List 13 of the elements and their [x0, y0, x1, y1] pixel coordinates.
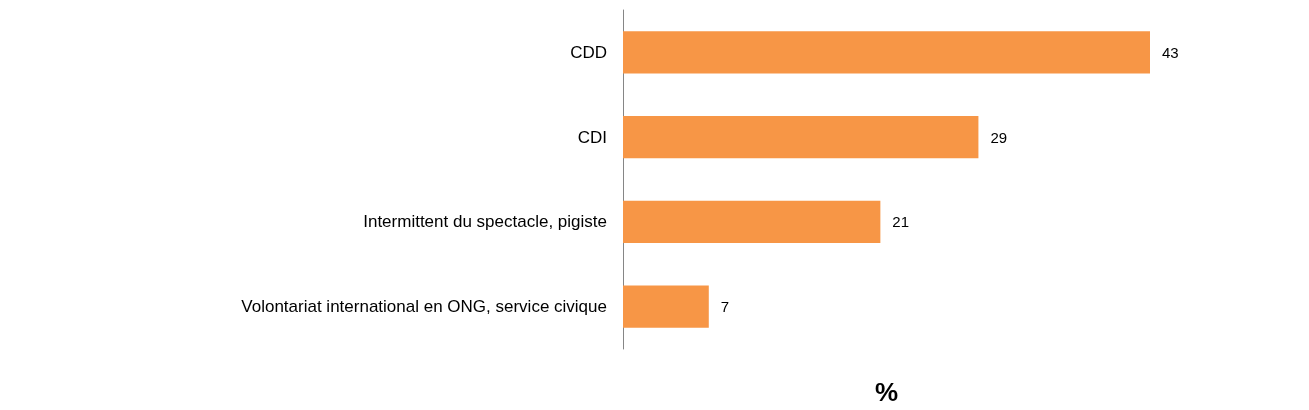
bar — [623, 200, 881, 244]
bar — [623, 115, 979, 159]
y-tick-label: CDD — [570, 42, 607, 62]
y-tick-label: Intermittent du spectacle, pigiste — [363, 212, 607, 232]
bar — [623, 285, 709, 328]
y-tick-label: Volontariat international en ONG, service civique — [241, 297, 607, 317]
data-label: 21 — [892, 213, 910, 231]
bar — [623, 31, 1150, 74]
x-axis-title: % — [874, 377, 899, 407]
data-label: 7 — [720, 298, 730, 316]
data-label: 29 — [990, 128, 1008, 146]
data-label: 43 — [1162, 43, 1179, 61]
y-tick-label: CDI — [577, 127, 607, 147]
